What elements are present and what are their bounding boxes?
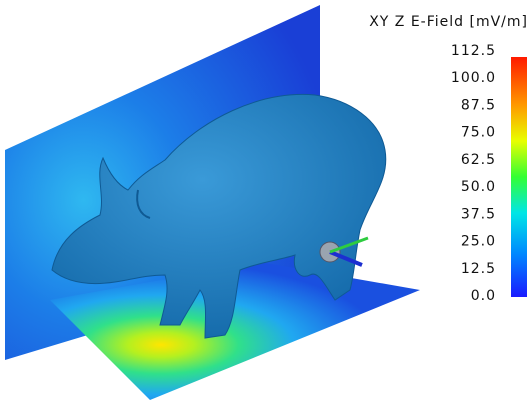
rhino-model	[51, 93, 387, 339]
legend-title: XY Z E-Field [mV/m]	[369, 14, 528, 30]
colorbar-tick-label: 87.5	[461, 97, 496, 113]
axis-arrow	[329, 236, 369, 254]
colorbar-tick-label: 0.0	[471, 288, 496, 304]
colorbar-tick-label: 62.5	[461, 152, 496, 168]
colorbar	[511, 57, 527, 297]
floor-plane	[50, 262, 420, 400]
colorbar-tick-label: 25.0	[461, 234, 496, 250]
rhino-ear	[136, 189, 151, 219]
colorbar-tick-label: 75.0	[461, 125, 496, 141]
colorbar-tick-label: 12.5	[461, 261, 496, 277]
colorbar-tick-label: 100.0	[451, 70, 496, 86]
colorbar-tick-label: 112.5	[451, 43, 496, 59]
colorbar-tick-label: 50.0	[461, 179, 496, 195]
colorbar-tick-label: 37.5	[461, 206, 496, 222]
axis-arrow	[329, 250, 363, 267]
